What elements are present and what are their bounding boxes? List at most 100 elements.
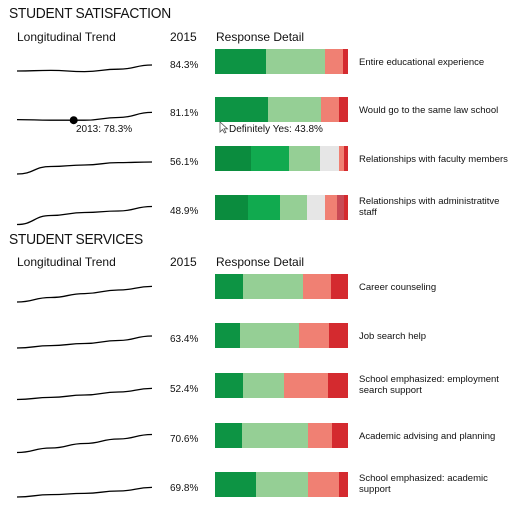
bar-segment[interactable] <box>215 49 266 74</box>
bar-segment[interactable] <box>302 274 331 299</box>
trend-point <box>69 116 78 125</box>
bar-segment[interactable] <box>268 97 322 122</box>
bar-segment[interactable] <box>342 49 348 74</box>
bar-segment[interactable] <box>338 472 348 497</box>
chart-row: 56.1% Relationships with faculty members <box>0 144 516 192</box>
bar-segment[interactable] <box>306 195 326 220</box>
row-label: School emphasized: employment search sup… <box>359 374 499 396</box>
trend-line <box>16 205 153 226</box>
bar-segment[interactable] <box>215 146 251 171</box>
value-2015: 84.3% <box>170 60 199 71</box>
trend-line <box>16 335 153 349</box>
response-bar[interactable] <box>215 97 348 122</box>
bar-segment[interactable] <box>242 274 303 299</box>
bar-segment[interactable] <box>284 373 329 398</box>
trend-line <box>16 285 153 303</box>
bar-segment[interactable] <box>215 472 257 497</box>
bar-segment[interactable] <box>280 195 307 220</box>
trend-point-label: 2013: 78.3% <box>76 124 133 135</box>
bar-segment[interactable] <box>330 274 348 299</box>
col-head-detail: Response Detail <box>216 255 305 269</box>
bar-segment[interactable] <box>248 195 281 220</box>
bar-segment[interactable] <box>256 472 309 497</box>
col-head-trend: Longitudinal Trend <box>17 255 116 269</box>
bar-segment[interactable] <box>343 195 348 220</box>
bar-segment[interactable] <box>215 195 249 220</box>
bar-segment[interactable] <box>338 97 348 122</box>
bar-segment[interactable] <box>325 49 343 74</box>
bar-segment[interactable] <box>241 423 309 448</box>
response-bar[interactable] <box>215 49 348 74</box>
value-2015: 81.1% <box>170 108 199 119</box>
bar-segment[interactable] <box>337 195 344 220</box>
chart-row: 70.6% Academic advising and planning <box>0 421 516 469</box>
bar-segment[interactable] <box>289 146 321 171</box>
bar-segment[interactable] <box>325 195 338 220</box>
response-bar[interactable] <box>215 472 348 497</box>
trend-sparkline[interactable] <box>12 421 157 465</box>
trend-sparkline[interactable] <box>12 47 157 91</box>
cursor-icon <box>219 121 229 134</box>
section-title-satisfaction: STUDENT SATISFACTION <box>9 5 171 22</box>
value-2015: 52.4% <box>170 384 199 395</box>
chart-row: 63.4% Job search help <box>0 321 516 369</box>
value-2015: 48.9% <box>170 206 199 217</box>
bar-segment[interactable] <box>215 373 243 398</box>
chart-row: 52.4% School emphasized: employment searc… <box>0 371 516 419</box>
trend-line <box>16 64 153 73</box>
col-head-detail: Response Detail <box>216 30 305 44</box>
bar-segment[interactable] <box>215 423 242 448</box>
bar-segment[interactable] <box>332 423 348 448</box>
section-title-services: STUDENT SERVICES <box>9 231 143 248</box>
bar-segment[interactable] <box>329 323 348 348</box>
bar-segment[interactable] <box>250 146 290 171</box>
trend-sparkline[interactable] <box>12 193 157 237</box>
chart-row: 84.3% Entire educational experience <box>0 47 516 95</box>
response-bar[interactable] <box>215 195 348 220</box>
trend-sparkline[interactable] <box>12 321 157 365</box>
value-2015: 56.1% <box>170 157 199 168</box>
bar-segment[interactable] <box>320 146 339 171</box>
value-2015: 70.6% <box>170 434 199 445</box>
response-bar[interactable] <box>215 323 348 348</box>
bar-segment[interactable] <box>328 373 348 398</box>
row-label: Academic advising and planning <box>359 431 496 442</box>
trend-sparkline[interactable] <box>12 470 157 514</box>
col-head-trend: Longitudinal Trend <box>17 30 116 44</box>
bar-segment[interactable] <box>308 472 339 497</box>
row-label: School emphasized: academic support <box>359 473 488 495</box>
response-bar[interactable] <box>215 146 348 171</box>
value-2015: 69.8% <box>170 483 199 494</box>
col-head-year: 2015 <box>170 30 197 44</box>
response-bar[interactable] <box>215 373 348 398</box>
row-label: Job search help <box>359 331 427 342</box>
trend-sparkline[interactable] <box>12 95 157 139</box>
bar-segment[interactable] <box>338 146 344 171</box>
response-bar[interactable] <box>215 423 348 448</box>
chart-row: 69.8% School emphasized: academic support <box>0 470 516 518</box>
trend-sparkline[interactable] <box>12 144 157 188</box>
bar-segment[interactable] <box>215 97 269 122</box>
chart-row: 48.9% Relationships with administratitve … <box>0 193 516 241</box>
chart-row: 81.1% Would go to the same law school <box>0 95 516 143</box>
trend-sparkline[interactable] <box>12 272 157 316</box>
trend-line <box>16 111 153 121</box>
bar-segment[interactable] <box>215 274 243 299</box>
response-bar[interactable] <box>215 274 348 299</box>
row-label: Relationships with faculty members <box>359 154 508 165</box>
bar-segment[interactable] <box>240 323 299 348</box>
bar-segment[interactable] <box>215 323 241 348</box>
row-label: Career counseling <box>359 282 437 293</box>
trend-line <box>16 161 153 175</box>
bar-segment[interactable] <box>343 146 348 171</box>
row-label: Relationships with administratitve staff <box>359 196 500 218</box>
trend-line <box>16 433 153 454</box>
col-head-year: 2015 <box>170 255 197 269</box>
trend-sparkline[interactable] <box>12 371 157 415</box>
bar-segment[interactable] <box>298 323 330 348</box>
bar-segment[interactable] <box>308 423 333 448</box>
bar-segment[interactable] <box>242 373 285 398</box>
bar-segment[interactable] <box>265 49 326 74</box>
row-label: Entire educational experience <box>359 57 485 68</box>
bar-segment[interactable] <box>321 97 339 122</box>
